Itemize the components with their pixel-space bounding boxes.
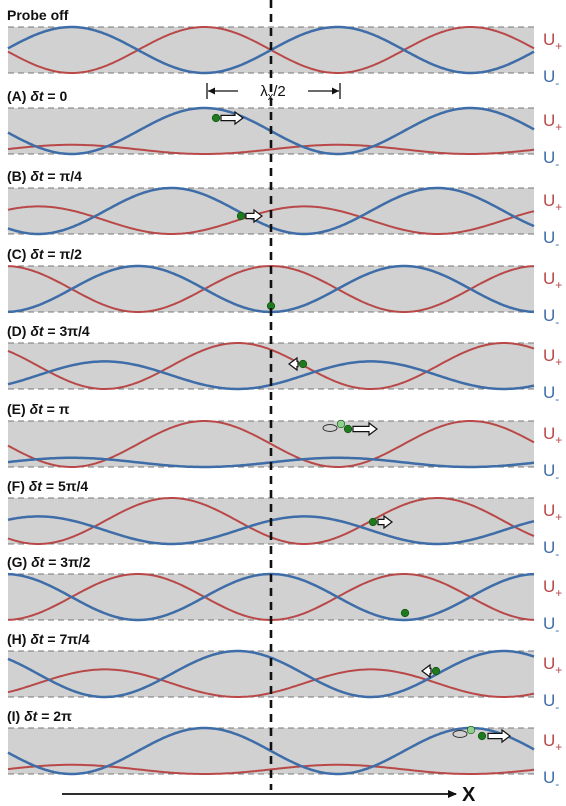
panel-b: (B) δt = π/4 U+ U-: [7, 168, 562, 251]
atom-i: [477, 731, 487, 741]
u-minus-label: U-: [543, 461, 559, 484]
x-axis-label: X: [462, 784, 476, 806]
panel-i: (I) δt = 2π U+ U-: [7, 708, 562, 791]
atom-g: [400, 608, 410, 618]
u-minus-label: U-: [543, 306, 559, 329]
u-minus-label: U-: [543, 383, 559, 406]
u-plus-label: U+: [543, 30, 562, 53]
u-plus-potential-curve: [7, 763, 535, 775]
u-minus-potential-curve: [7, 649, 535, 699]
u-plus-potential-curve: [7, 342, 535, 390]
panel-label: (A) δt = 0: [7, 88, 68, 104]
arrow-left-icon: [288, 356, 299, 372]
wavelength-indicator: λx/2: [206, 83, 341, 103]
u-plus-label: U+: [543, 191, 562, 214]
u-minus-potential-curve: [7, 726, 535, 776]
atom-e-ghost: [336, 419, 346, 429]
atom-h: [431, 666, 441, 676]
panel-label: (D) δt = 3π/4: [7, 323, 90, 339]
panel-d: (D) δt = 3π/4 U+ U-: [7, 323, 562, 406]
panel-label: Probe off: [7, 7, 69, 23]
atom-i-ghost: [466, 725, 476, 735]
arrow-right-icon: [245, 208, 263, 224]
panel-e: (E) δt = π U+ U-: [7, 401, 562, 484]
u-plus-label: U+: [543, 111, 562, 134]
panel-label: (I) δt = 2π: [7, 708, 72, 724]
arrow-right-icon: [220, 110, 244, 126]
u-minus-label: U-: [543, 691, 559, 714]
arrow-right-icon: [352, 421, 378, 437]
photon-kick-icon: [452, 730, 468, 738]
u-plus-label: U+: [543, 731, 562, 754]
u-plus-label: U+: [543, 501, 562, 524]
u-plus-label: U+: [543, 269, 562, 292]
atom-b: [236, 211, 246, 221]
u-plus-label: U+: [543, 654, 562, 677]
u-plus-potential-curve: [7, 143, 535, 155]
wavelength-label: λx/2: [260, 83, 286, 103]
u-plus-label: U+: [543, 424, 562, 447]
u-minus-label: U-: [543, 228, 559, 251]
panel-label: (F) δt = 5π/4: [7, 478, 88, 494]
u-minus-label: U-: [543, 614, 559, 637]
u-plus-label: U+: [543, 346, 562, 369]
atom-f: [368, 517, 378, 527]
u-minus-label: U-: [543, 768, 559, 791]
u-plus-label: U+: [543, 577, 562, 600]
u-minus-label: U-: [543, 148, 559, 171]
atom-e: [343, 424, 353, 434]
u-minus-label: U-: [543, 67, 559, 90]
photon-kick-icon: [322, 424, 338, 432]
panel-label: (C) δt = π/2: [7, 246, 82, 262]
panel-f: (F) δt = 5π/4 U+ U-: [7, 478, 562, 561]
panel-label: (G) δt = 3π/2: [7, 554, 91, 570]
panel-g: (G) δt = 3π/2 U+ U-: [7, 554, 562, 637]
panel-label: (E) δt = π: [7, 401, 70, 417]
panel-h: (H) δt = 7π/4 U+ U-: [7, 631, 562, 714]
arrow-right-icon: [377, 514, 393, 530]
wavelength-left-arrowhead: [208, 87, 215, 95]
panels: Probe off U+ U- (A) δt = 0 U+ U- (B) δt = π/4 U…: [7, 7, 562, 791]
u-plus-potential-curve: [7, 420, 535, 468]
panel-probe-off: Probe off U+ U-: [7, 7, 562, 90]
atom-d: [298, 359, 308, 369]
panel-c: (C) δt = π/2 U+ U-: [7, 246, 562, 329]
panel-a: (A) δt = 0 U+ U-: [7, 88, 562, 171]
wavelength-right-arrowhead: [332, 87, 339, 95]
u-minus-label: U-: [543, 538, 559, 561]
atom-a: [211, 113, 221, 123]
arrow-left-icon: [421, 663, 432, 679]
panel-label: (B) δt = π/4: [7, 168, 82, 184]
arrow-right-icon: [487, 728, 511, 744]
panel-label: (H) δt = 7π/4: [7, 631, 90, 647]
